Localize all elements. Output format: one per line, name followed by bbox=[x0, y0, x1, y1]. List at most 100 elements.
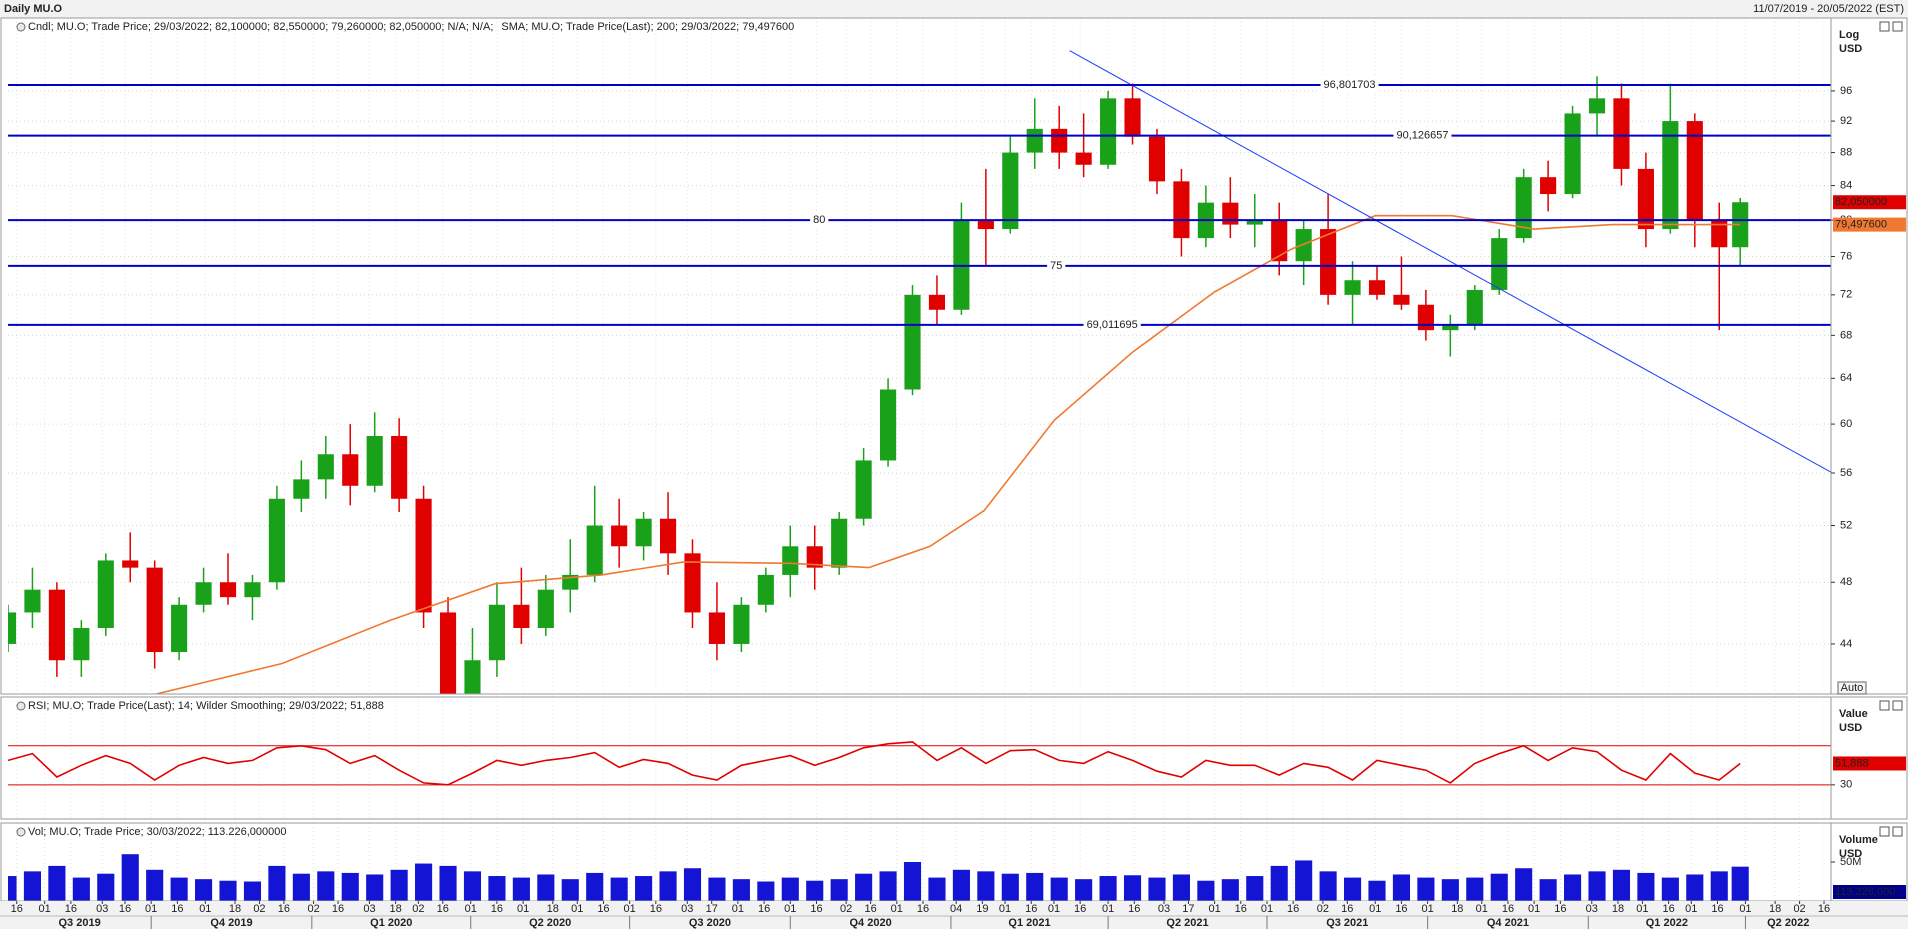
panel-button[interactable] bbox=[1879, 826, 1890, 837]
x-tick-label: 16 bbox=[1341, 903, 1353, 915]
legend-entry: Vol; MU.O; Trade Price; 30/03/2022; 113.… bbox=[28, 826, 286, 838]
candle-body bbox=[1393, 294, 1410, 305]
candle-body bbox=[1368, 280, 1386, 295]
volume-bar bbox=[1490, 873, 1508, 901]
volume-bar bbox=[586, 872, 604, 901]
x-tick-label: 01 bbox=[1528, 903, 1540, 915]
x-tick-label: 01 bbox=[1261, 903, 1273, 915]
volume-bar bbox=[561, 879, 579, 901]
panel-plot bbox=[8, 18, 1831, 694]
volume-bar bbox=[1731, 866, 1749, 901]
candle-body bbox=[782, 546, 799, 575]
x-tick-label: 16 bbox=[11, 903, 23, 915]
volume-bar bbox=[1197, 880, 1215, 901]
auto-button-label[interactable]: Auto bbox=[1841, 682, 1864, 694]
volume-bar bbox=[415, 863, 433, 901]
candle-body bbox=[1540, 177, 1557, 195]
candle-body bbox=[635, 518, 652, 547]
x-tick-label: 16 bbox=[1235, 903, 1247, 915]
x-tick-label: 03 bbox=[96, 903, 108, 915]
x-tick-label: 04 bbox=[950, 903, 962, 915]
volume-bar bbox=[635, 876, 653, 901]
volume-bar bbox=[659, 871, 677, 901]
candle-body bbox=[317, 454, 334, 480]
panel-button[interactable] bbox=[1892, 700, 1903, 711]
x-tick-label: 01 bbox=[1739, 903, 1751, 915]
candle-body bbox=[1173, 181, 1190, 239]
candle-body bbox=[733, 604, 750, 644]
x-tick-label: 18 bbox=[390, 903, 402, 915]
x-tick-label: 16 bbox=[1711, 903, 1723, 915]
chart-title: Daily MU.O bbox=[4, 3, 63, 15]
volume-bar bbox=[97, 873, 115, 901]
last-value-box bbox=[1833, 756, 1906, 771]
legend-icon bbox=[16, 701, 26, 711]
quarter-label: Q4 2020 bbox=[850, 917, 892, 929]
x-tick-label: 01 bbox=[199, 903, 211, 915]
auto-button[interactable] bbox=[1837, 681, 1867, 695]
candle-body bbox=[1613, 98, 1630, 169]
candle-body bbox=[1442, 325, 1459, 331]
x-tick-label: 01 bbox=[517, 903, 529, 915]
volume-bar bbox=[23, 871, 42, 901]
volume-bar bbox=[757, 881, 775, 901]
volume-bar bbox=[121, 854, 139, 901]
volume-bar bbox=[1392, 874, 1410, 901]
panel-button[interactable] bbox=[1879, 700, 1890, 711]
candle-body bbox=[831, 518, 848, 568]
candle-body bbox=[171, 604, 188, 653]
x-tick-label: 16 bbox=[1818, 903, 1830, 915]
x-tick-label: 19 bbox=[976, 903, 988, 915]
x-tick-label: 16 bbox=[758, 903, 770, 915]
x-tick-label: 01 bbox=[1422, 903, 1434, 915]
x-tick-label: 01 bbox=[891, 903, 903, 915]
volume-bar bbox=[1637, 872, 1655, 901]
candle-body bbox=[684, 553, 701, 613]
candle-body bbox=[1271, 220, 1288, 262]
x-tick-label: 03 bbox=[1586, 903, 1598, 915]
x-tick-label: 01 bbox=[1208, 903, 1220, 915]
volume-bar bbox=[1319, 871, 1337, 901]
volume-bar bbox=[1050, 877, 1068, 901]
candle-body bbox=[488, 604, 505, 661]
quarter-label: Q1 2020 bbox=[370, 917, 412, 929]
candle-body bbox=[24, 589, 41, 613]
y-tick-label: 84 bbox=[1840, 179, 1852, 191]
volume-bar bbox=[1148, 877, 1166, 901]
x-tick-label: 16 bbox=[119, 903, 131, 915]
candle-body bbox=[122, 560, 139, 568]
y-tick-label: 92 bbox=[1840, 115, 1852, 127]
x-tick-label: 01 bbox=[784, 903, 796, 915]
x-tick-label: 03 bbox=[1158, 903, 1170, 915]
candle-body bbox=[244, 582, 261, 598]
volume-bar bbox=[928, 877, 946, 901]
y-tick-label: 44 bbox=[1840, 638, 1852, 650]
panel-button[interactable] bbox=[1892, 826, 1903, 837]
candle-body bbox=[195, 582, 212, 605]
panel-button[interactable] bbox=[1879, 21, 1890, 32]
x-tick-label: 18 bbox=[1451, 903, 1463, 915]
y-axis-title: Volume bbox=[1839, 834, 1878, 846]
candle-body bbox=[1662, 121, 1679, 230]
volume-bar bbox=[1026, 872, 1044, 901]
level-label-bg bbox=[1083, 317, 1141, 332]
candle-body bbox=[366, 435, 383, 486]
candle-body bbox=[1124, 98, 1141, 137]
x-tick-label: 16 bbox=[650, 903, 662, 915]
candle-body bbox=[1491, 238, 1508, 290]
quarter-label: Q2 2020 bbox=[529, 917, 571, 929]
volume-bar bbox=[537, 874, 555, 901]
volume-bar bbox=[1564, 874, 1582, 901]
candle-body bbox=[1026, 128, 1043, 153]
panel-button[interactable] bbox=[1892, 21, 1903, 32]
quarter-label: Q1 2022 bbox=[1646, 917, 1688, 929]
volume-bar bbox=[195, 879, 213, 901]
x-tick-label: 16 bbox=[1025, 903, 1037, 915]
y-tick-label: 50M bbox=[1840, 856, 1861, 868]
y-axis-title: Log bbox=[1839, 29, 1859, 41]
volume-bar bbox=[1172, 874, 1190, 901]
quarter-label: Q3 2019 bbox=[58, 917, 100, 929]
x-tick-label: 16 bbox=[278, 903, 290, 915]
volume-bar bbox=[1295, 860, 1313, 901]
